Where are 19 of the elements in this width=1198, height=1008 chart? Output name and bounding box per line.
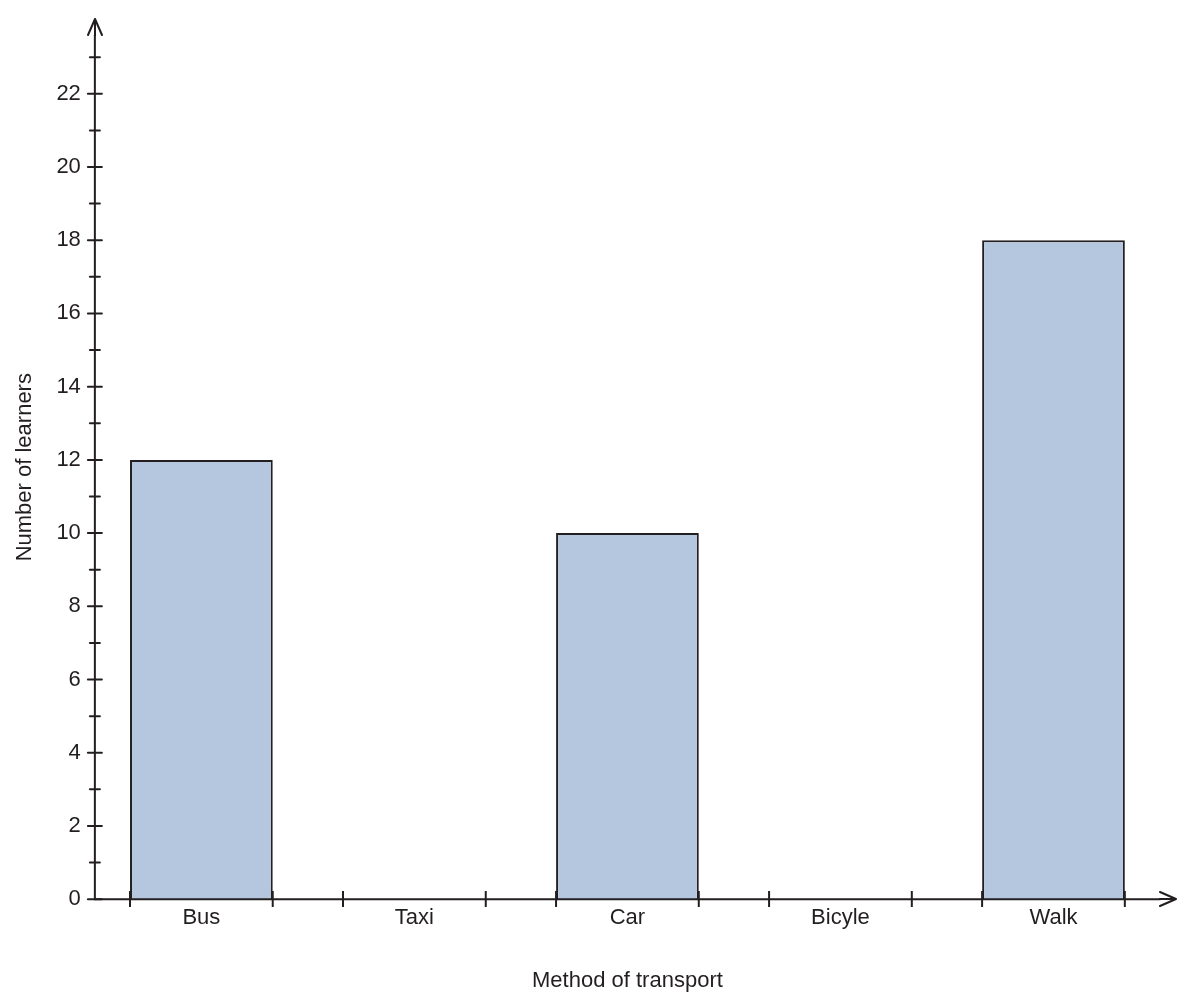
y-tick-label: 16 bbox=[56, 299, 81, 325]
y-tick-label: 10 bbox=[56, 519, 81, 545]
x-tick-label: Car bbox=[609, 904, 646, 930]
x-tick-label: Bus bbox=[182, 904, 221, 930]
x-tick-label: Bicyle bbox=[811, 904, 870, 930]
x-axis-title: Method of transport bbox=[532, 966, 723, 992]
x-tick-label: Walk bbox=[1029, 904, 1079, 930]
y-tick-label: 8 bbox=[68, 592, 81, 618]
y-axis-title: Number of learners bbox=[11, 373, 37, 562]
y-tick-label: 6 bbox=[68, 665, 81, 691]
y-tick-label: 2 bbox=[68, 812, 81, 838]
y-tick-label: 20 bbox=[56, 153, 81, 179]
y-tick-label: 0 bbox=[68, 885, 81, 911]
y-tick-label: 22 bbox=[56, 79, 81, 105]
y-tick-label: 18 bbox=[56, 226, 81, 252]
x-tick-label: Taxi bbox=[394, 904, 434, 930]
y-tick-label: 12 bbox=[56, 445, 81, 471]
y-tick-label: 4 bbox=[68, 738, 81, 764]
y-tick-label: 14 bbox=[56, 372, 81, 398]
